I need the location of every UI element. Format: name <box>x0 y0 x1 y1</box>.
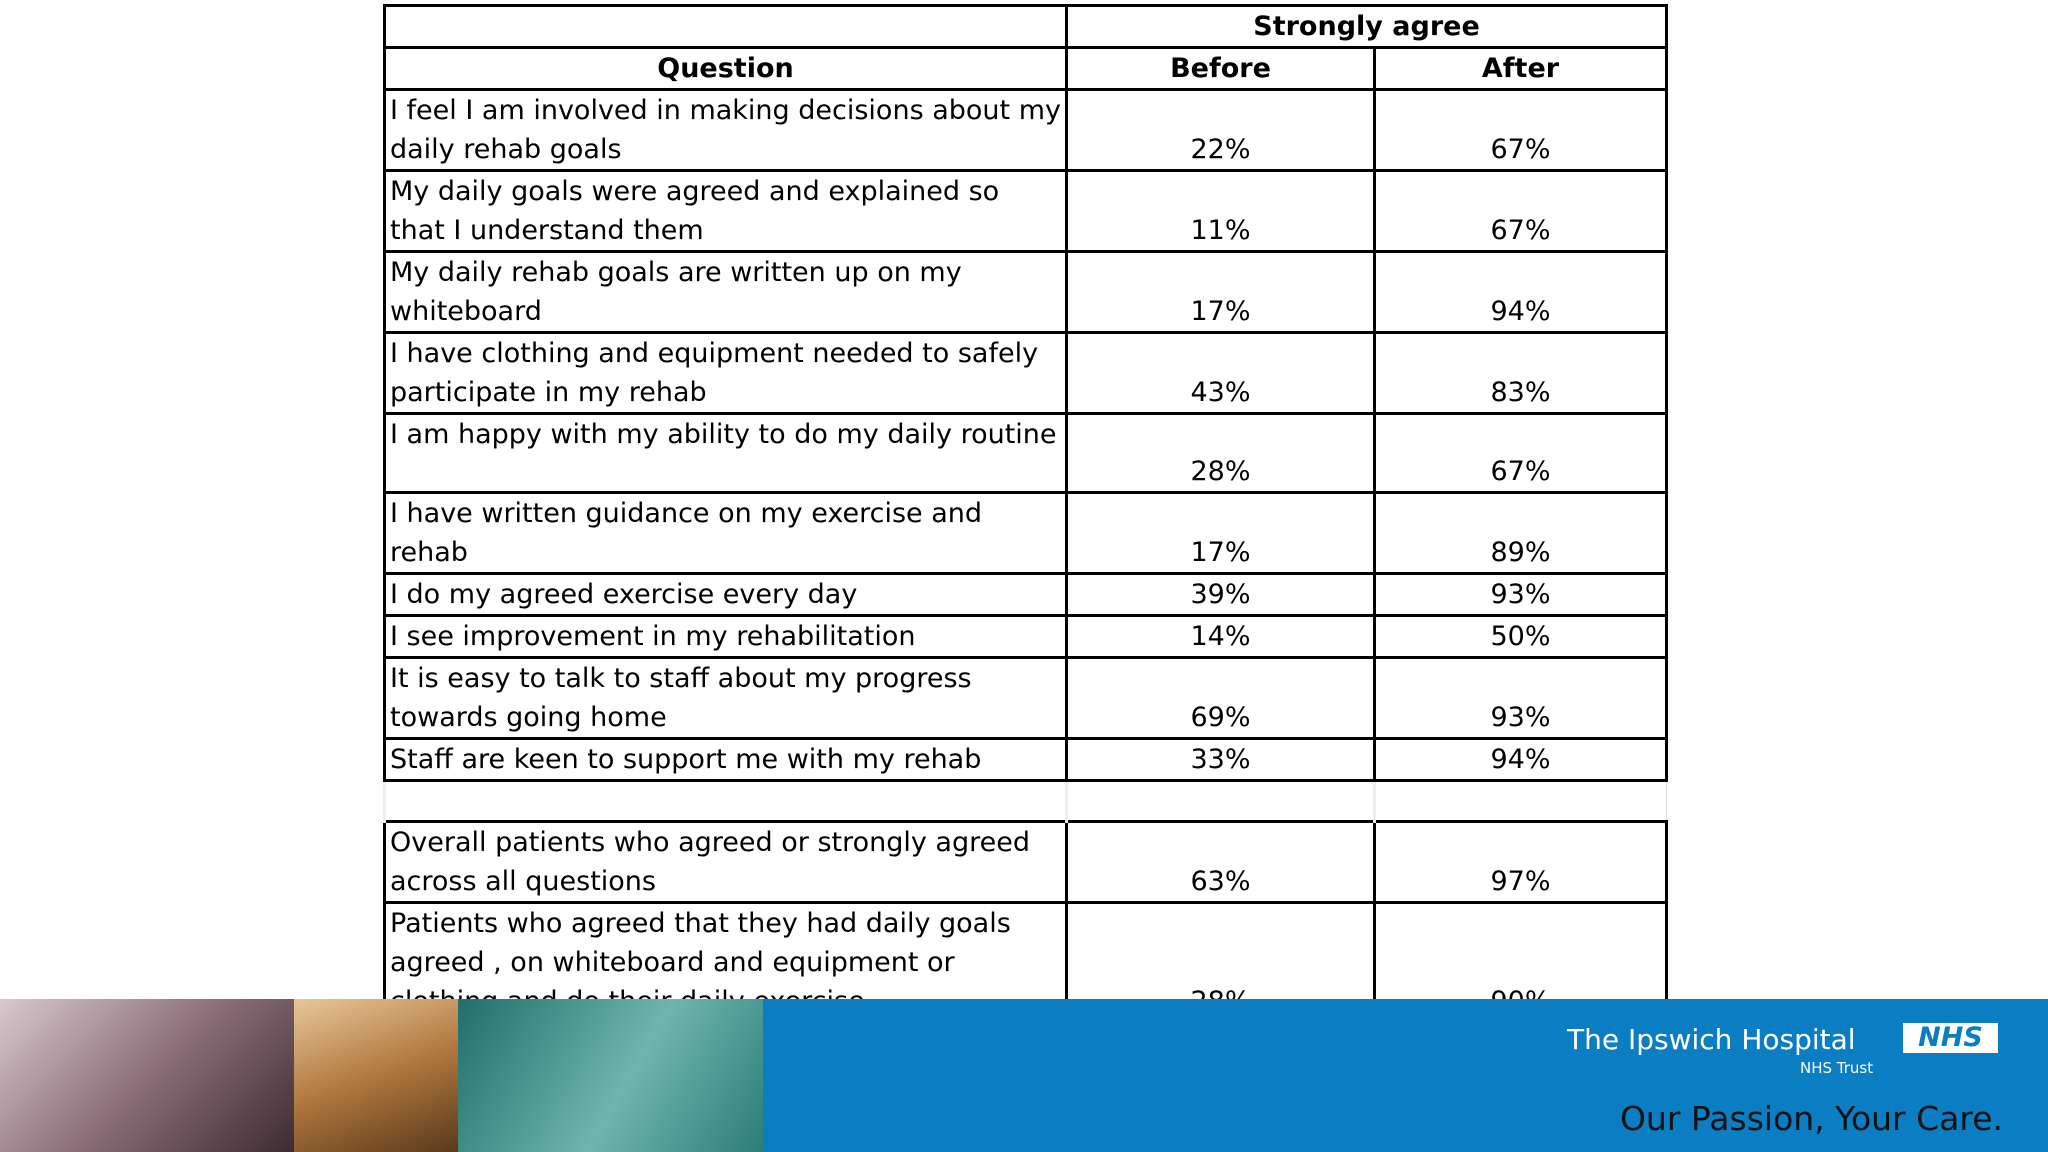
column-header: Question <box>383 46 1068 91</box>
photo <box>294 999 458 1152</box>
value-cell: 94% <box>1372 250 1669 334</box>
table-row: I see improvement in my rehabilitation 14… <box>383 614 1669 659</box>
table-row: Overall patients who agreed or strongly … <box>383 820 1669 904</box>
column-header: Before <box>1065 46 1376 91</box>
nhs-logo: NHS <box>1903 1023 1998 1053</box>
photo <box>458 999 763 1152</box>
header-cell <box>383 4 1068 49</box>
table-row: I do my agreed exercise every day 39% 93% <box>383 572 1669 617</box>
value-cell: 67% <box>1372 412 1669 494</box>
trust-name: NHS Trust <box>1800 1059 1874 1077</box>
value-cell: 63% <box>1065 820 1376 904</box>
question-cell: I have clothing and equipment needed to … <box>383 331 1068 415</box>
header-row: Strongly agree <box>383 4 1669 49</box>
value-cell: 83% <box>1372 331 1669 415</box>
group-header: Strongly agree <box>1064 4 1669 49</box>
question-cell: I have written guidance on my exercise a… <box>383 491 1068 575</box>
question-cell: It is easy to talk to staff about my pro… <box>383 656 1068 740</box>
blank-cell <box>1065 780 1375 822</box>
value-cell: 17% <box>1065 250 1376 334</box>
question-cell: My daily goals were agreed and explained… <box>383 169 1068 253</box>
blank-cell <box>1372 780 1668 822</box>
question-cell: Overall patients who agreed or strongly … <box>383 820 1068 904</box>
value-cell: 39% <box>1065 572 1376 617</box>
value-cell: 67% <box>1372 88 1669 172</box>
question-cell: I am happy with my ability to do my dail… <box>383 412 1068 494</box>
value-cell: 43% <box>1065 331 1376 415</box>
slogan: Our Passion, Your Care. <box>1619 1099 2003 1138</box>
value-cell: 28% <box>1065 412 1376 494</box>
value-cell: 67% <box>1372 169 1669 253</box>
value-cell: 89% <box>1372 491 1669 575</box>
question-cell: I see improvement in my rehabilitation <box>383 614 1068 659</box>
question-cell: I do my agreed exercise every day <box>383 572 1068 617</box>
value-cell: 14% <box>1065 614 1376 659</box>
footer-band: The Ipswich Hospital NHS NHS Trust Our P… <box>0 999 2048 1152</box>
table-row: I am happy with my ability to do my dail… <box>383 412 1669 494</box>
value-cell: 69% <box>1065 656 1376 740</box>
question-cell: I feel I am involved in making decisions… <box>383 88 1068 172</box>
value-cell: 97% <box>1372 820 1669 904</box>
org-name: The Ipswich Hospital <box>1567 1023 1856 1056</box>
table-row: I have written guidance on my exercise a… <box>383 491 1669 575</box>
question-cell: Staff are keen to support me with my reh… <box>383 737 1068 782</box>
value-cell: 22% <box>1065 88 1376 172</box>
blank-row <box>383 780 1668 822</box>
question-cell: My daily rehab goals are written up on m… <box>383 250 1068 334</box>
value-cell: 94% <box>1372 737 1669 782</box>
table-row: I have clothing and equipment needed to … <box>383 331 1669 415</box>
results-table: Strongly agree Question Before After I feel … <box>383 4 1669 1024</box>
value-cell: 11% <box>1065 169 1376 253</box>
photo <box>0 999 294 1152</box>
table-row: My daily rehab goals are written up on m… <box>383 250 1669 334</box>
value-cell: 93% <box>1372 656 1669 740</box>
blank-cell <box>383 780 1067 822</box>
table-row: It is easy to talk to staff about my pro… <box>383 656 1669 740</box>
value-cell: 93% <box>1372 572 1669 617</box>
table-row: I feel I am involved in making decisions… <box>383 88 1669 172</box>
table-row: My daily goals were agreed and explained… <box>383 169 1669 253</box>
value-cell: 17% <box>1065 491 1376 575</box>
table-row: Staff are keen to support me with my reh… <box>383 737 1669 782</box>
header-row: Question Before After <box>383 46 1669 91</box>
value-cell: 33% <box>1065 737 1376 782</box>
column-header: After <box>1372 46 1669 91</box>
value-cell: 50% <box>1372 614 1669 659</box>
